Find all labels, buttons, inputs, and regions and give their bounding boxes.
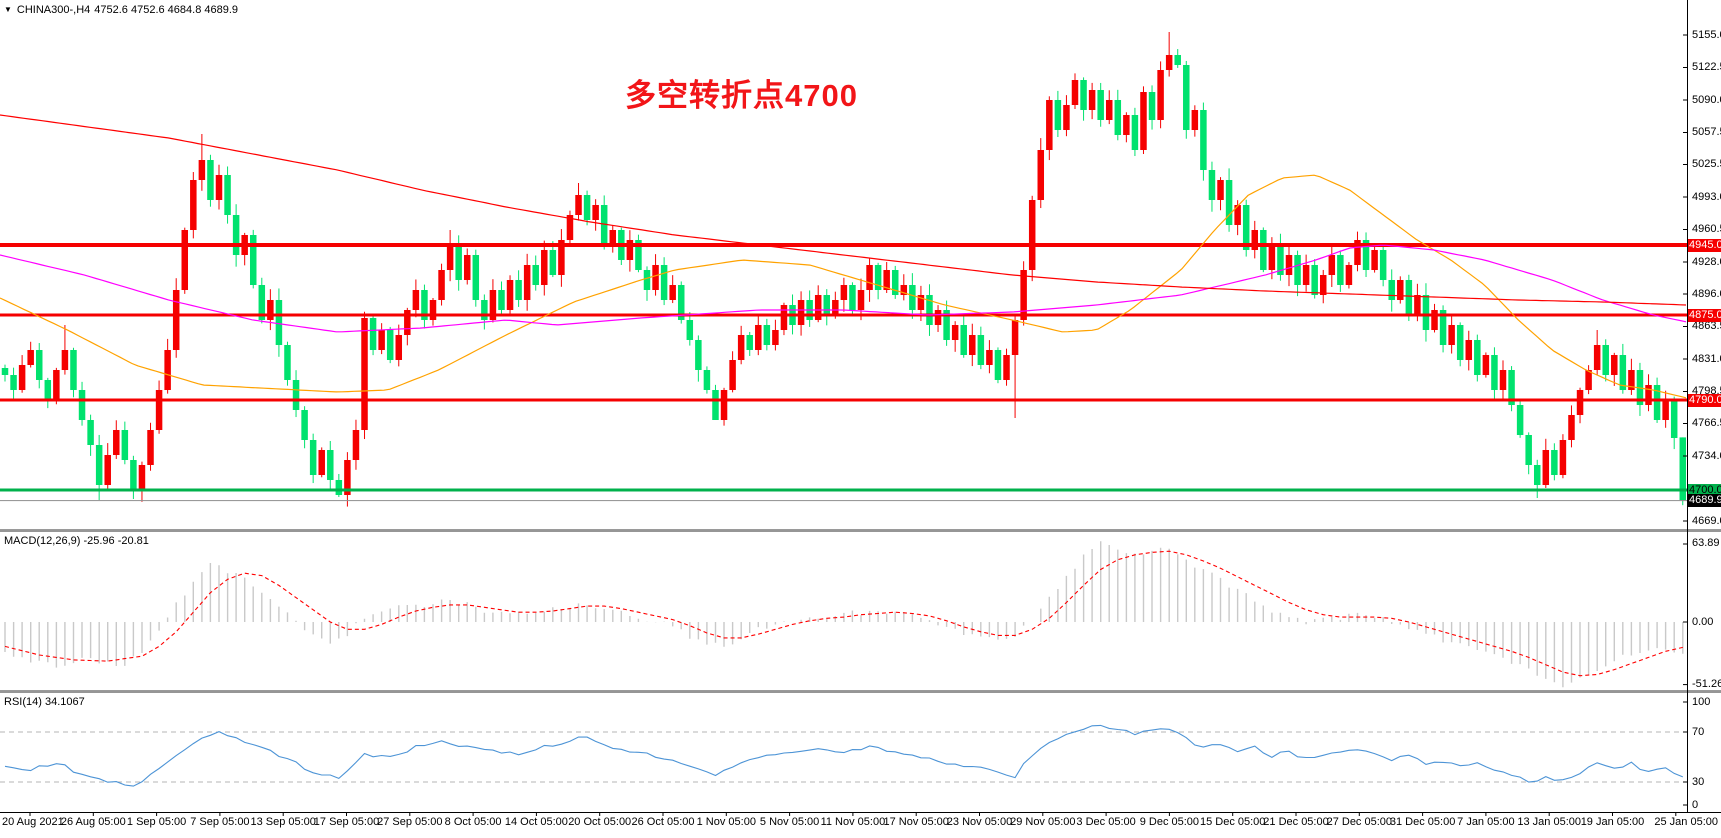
- rsi-line: [4, 724, 1684, 787]
- rsi-indicator-label: RSI(14) 34.1067: [4, 696, 85, 708]
- ohlc-readout: 4752.6 4752.6 4684.8 4689.9: [94, 4, 239, 16]
- axis-ticks-layer: [29, 34, 1687, 816]
- level-line-4875[interactable]: [0, 313, 1687, 317]
- candles-layer: [1, 32, 1687, 507]
- separator-main-macd[interactable]: [0, 530, 1721, 532]
- ma-slow-line: [0, 114, 1687, 306]
- collapse-arrow-icon[interactable]: ▼: [4, 5, 12, 14]
- ma-mid-line: [0, 244, 1687, 333]
- level-line-4700[interactable]: [0, 488, 1687, 492]
- symbol-title: CHINA300-,H4: [16, 4, 91, 16]
- macd-signal-line: [4, 550, 1683, 677]
- symbol-info: ▼ CHINA300-,H4 4752.6 4752.6 4684.8 4689.9: [4, 4, 242, 16]
- level-line-4945[interactable]: [0, 243, 1687, 247]
- separator-macd-rsi[interactable]: [0, 691, 1721, 693]
- macd-indicator-label: MACD(12,26,9) -25.96 -20.81: [4, 535, 149, 547]
- level-line-4790[interactable]: [0, 398, 1687, 402]
- horizontal-levels-layer[interactable]: [0, 243, 1687, 502]
- price-axis-line: [1687, 0, 1688, 812]
- current-price-line: [0, 500, 1687, 502]
- annotation-text: 多空转折点4700: [625, 78, 858, 113]
- separator-main-macd[interactable]: [0, 529, 1721, 530]
- separator-macd-rsi[interactable]: [0, 690, 1721, 691]
- ma-fast-line: [0, 174, 1687, 399]
- macd-histogram: [4, 541, 1684, 688]
- time-axis-line: [0, 812, 1721, 813]
